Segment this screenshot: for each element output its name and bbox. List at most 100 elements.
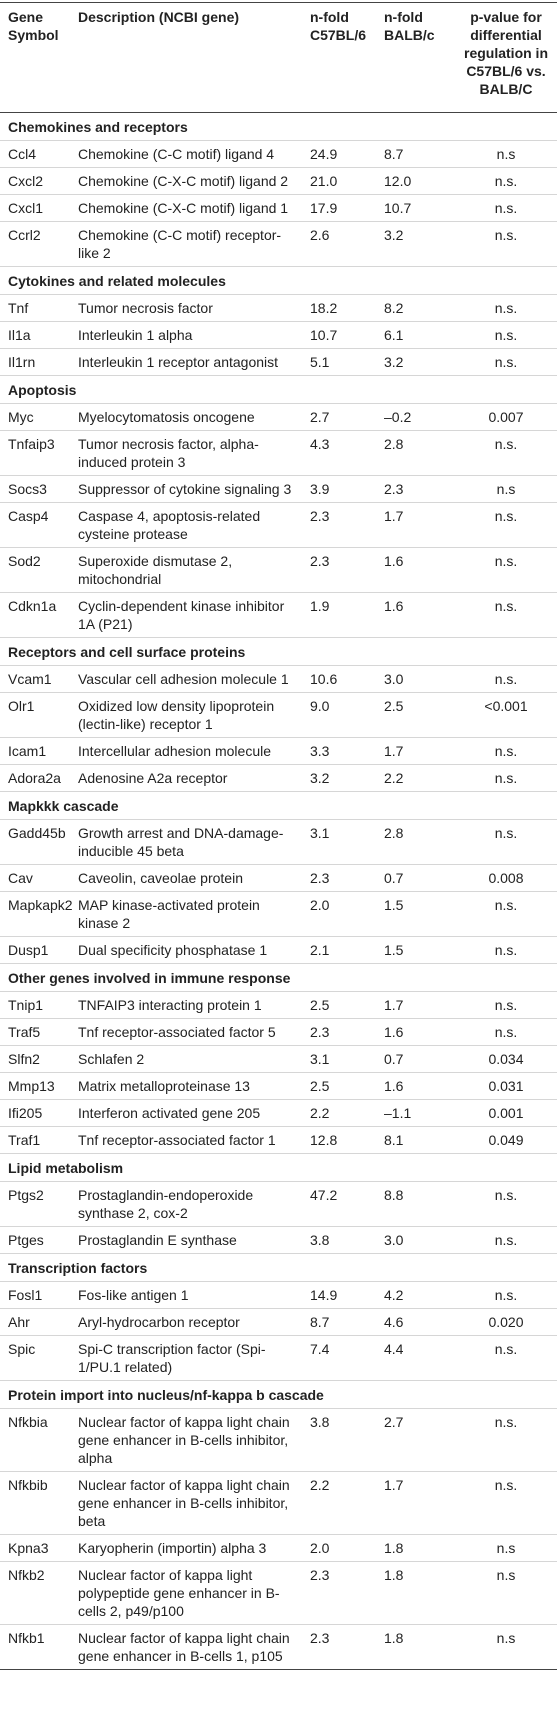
p-value: n.s. (451, 547, 557, 593)
description: MAP kinase-activated protein kinase 2 (70, 891, 302, 937)
gene-row: Nfkb1 Nuclear factor of kappa light chain… (0, 1624, 557, 1670)
section-row: Transcription factors (0, 1253, 557, 1282)
fold-balbc: 8.1 (376, 1126, 451, 1154)
fold-c57bl6: 5.1 (302, 348, 376, 376)
p-value: 0.034 (451, 1045, 557, 1073)
gene-row: Ccl4 Chemokine (C-C motif) ligand 4 24.9 8.… (0, 140, 557, 168)
gene-row: Mmp13 Matrix metalloproteinase 13 2.5 1.6 0.… (0, 1072, 557, 1100)
table-body: Chemokines and receptors Ccl4 Chemokine (C… (0, 112, 557, 1670)
fold-balbc: 10.7 (376, 194, 451, 222)
p-value: n.s (451, 1561, 557, 1625)
gene-symbol: Ccl4 (0, 140, 70, 168)
p-value: n.s. (451, 321, 557, 349)
gene-symbol: Tnf (0, 294, 70, 322)
description: Tumor necrosis factor (70, 294, 302, 322)
fold-balbc: 2.8 (376, 819, 451, 865)
fold-c57bl6: 2.2 (302, 1471, 376, 1535)
description: Growth arrest and DNA-damage-inducible 4… (70, 819, 302, 865)
description: Myelocytomatosis oncogene (70, 403, 302, 431)
fold-balbc: 12.0 (376, 167, 451, 195)
gene-symbol: Olr1 (0, 692, 70, 738)
description: TNFAIP3 interacting protein 1 (70, 991, 302, 1019)
fold-balbc: 4.4 (376, 1335, 451, 1381)
p-value: n.s. (451, 1471, 557, 1535)
p-value: n.s (451, 1534, 557, 1562)
fold-c57bl6: 2.3 (302, 502, 376, 548)
gene-row: Olr1 Oxidized low density lipoprotein (le… (0, 692, 557, 738)
description: Tnf receptor-associated factor 5 (70, 1018, 302, 1046)
fold-balbc: 2.8 (376, 430, 451, 476)
gene-row: Fosl1 Fos-like antigen 1 14.9 4.2 n.s. (0, 1281, 557, 1309)
gene-symbol: Il1a (0, 321, 70, 349)
description: Nuclear factor of kappa light polypeptid… (70, 1561, 302, 1625)
fold-c57bl6: 10.7 (302, 321, 376, 349)
gene-symbol: Mapkapk2 (0, 891, 73, 937)
p-value: 0.031 (451, 1072, 557, 1100)
gene-symbol: Slfn2 (0, 1045, 70, 1073)
gene-row: Slfn2 Schlafen 2 3.1 0.7 0.034 (0, 1045, 557, 1073)
fold-c57bl6: 2.5 (302, 1072, 376, 1100)
section-title: Protein import into nucleus/nf-kappa b c… (0, 1380, 557, 1409)
p-value: n.s. (451, 294, 557, 322)
header-cell: n-fold C57BL/6 (302, 2, 376, 113)
p-value: <0.001 (451, 692, 557, 738)
p-value: n.s. (451, 819, 557, 865)
fold-balbc: 1.5 (376, 936, 451, 964)
fold-balbc: 2.5 (376, 692, 451, 738)
fold-balbc: 1.8 (376, 1534, 451, 1562)
fold-c57bl6: 47.2 (302, 1181, 376, 1227)
section-title: Apoptosis (0, 375, 557, 404)
gene-row: Ifi205 Interferon activated gene 205 2.2 –1… (0, 1099, 557, 1127)
fold-balbc: 1.7 (376, 502, 451, 548)
fold-c57bl6: 21.0 (302, 167, 376, 195)
section-row: Mapkkk cascade (0, 791, 557, 820)
fold-balbc: 1.6 (376, 1018, 451, 1046)
fold-balbc: 1.7 (376, 991, 451, 1019)
description: Tumor necrosis factor, alpha-induced pro… (70, 430, 302, 476)
description: Suppressor of cytokine signaling 3 (70, 475, 302, 503)
fold-c57bl6: 24.9 (302, 140, 376, 168)
fold-c57bl6: 3.1 (302, 819, 376, 865)
fold-c57bl6: 2.1 (302, 936, 376, 964)
description: Cyclin-dependent kinase inhibitor 1A (P2… (70, 592, 302, 638)
gene-row: Cxcl2 Chemokine (C-X-C motif) ligand 2 21.… (0, 167, 557, 195)
fold-c57bl6: 3.2 (302, 764, 376, 792)
fold-balbc: 8.8 (376, 1181, 451, 1227)
fold-balbc: –1.1 (376, 1099, 451, 1127)
fold-balbc: 1.5 (376, 891, 451, 937)
description: Nuclear factor of kappa light chain gene… (70, 1471, 302, 1535)
fold-c57bl6: 9.0 (302, 692, 376, 738)
fold-c57bl6: 8.7 (302, 1308, 376, 1336)
fold-c57bl6: 2.3 (302, 547, 376, 593)
gene-symbol: Ccrl2 (0, 221, 70, 267)
section-row: Lipid metabolism (0, 1153, 557, 1182)
gene-row: Ptgs2 Prostaglandin-endoperoxide synthase… (0, 1181, 557, 1227)
fold-balbc: 6.1 (376, 321, 451, 349)
gene-symbol: Cav (0, 864, 70, 892)
fold-balbc: 8.7 (376, 140, 451, 168)
gene-symbol: Cdkn1a (0, 592, 70, 638)
gene-symbol: Tnfaip3 (0, 430, 70, 476)
fold-c57bl6: 14.9 (302, 1281, 376, 1309)
gene-row: Gadd45b Growth arrest and DNA-damage-indu… (0, 819, 557, 865)
gene-row: Cxcl1 Chemokine (C-X-C motif) ligand 1 17.… (0, 194, 557, 222)
p-value: n.s. (451, 194, 557, 222)
p-value: n.s. (451, 1408, 557, 1472)
gene-symbol: Nfkb2 (0, 1561, 70, 1625)
description: Schlafen 2 (70, 1045, 302, 1073)
description: Intercellular adhesion molecule (70, 737, 302, 765)
fold-c57bl6: 3.1 (302, 1045, 376, 1073)
gene-row: Nfkb2 Nuclear factor of kappa light polyp… (0, 1561, 557, 1625)
p-value: n.s. (451, 1335, 557, 1381)
p-value: n.s. (451, 737, 557, 765)
description: Chemokine (C-X-C motif) ligand 1 (70, 194, 302, 222)
description: Interferon activated gene 205 (70, 1099, 302, 1127)
fold-balbc: 4.6 (376, 1308, 451, 1336)
p-value: n.s (451, 1624, 557, 1670)
p-value: n.s. (451, 221, 557, 267)
description: Caspase 4, apoptosis-related cysteine pr… (70, 502, 302, 548)
gene-row: Tnf Tumor necrosis factor 18.2 8.2 n.s. (0, 294, 557, 322)
fold-c57bl6: 12.8 (302, 1126, 376, 1154)
gene-row: Cav Caveolin, caveolae protein 2.3 0.7 0.008 (0, 864, 557, 892)
gene-symbol: Spic (0, 1335, 70, 1381)
